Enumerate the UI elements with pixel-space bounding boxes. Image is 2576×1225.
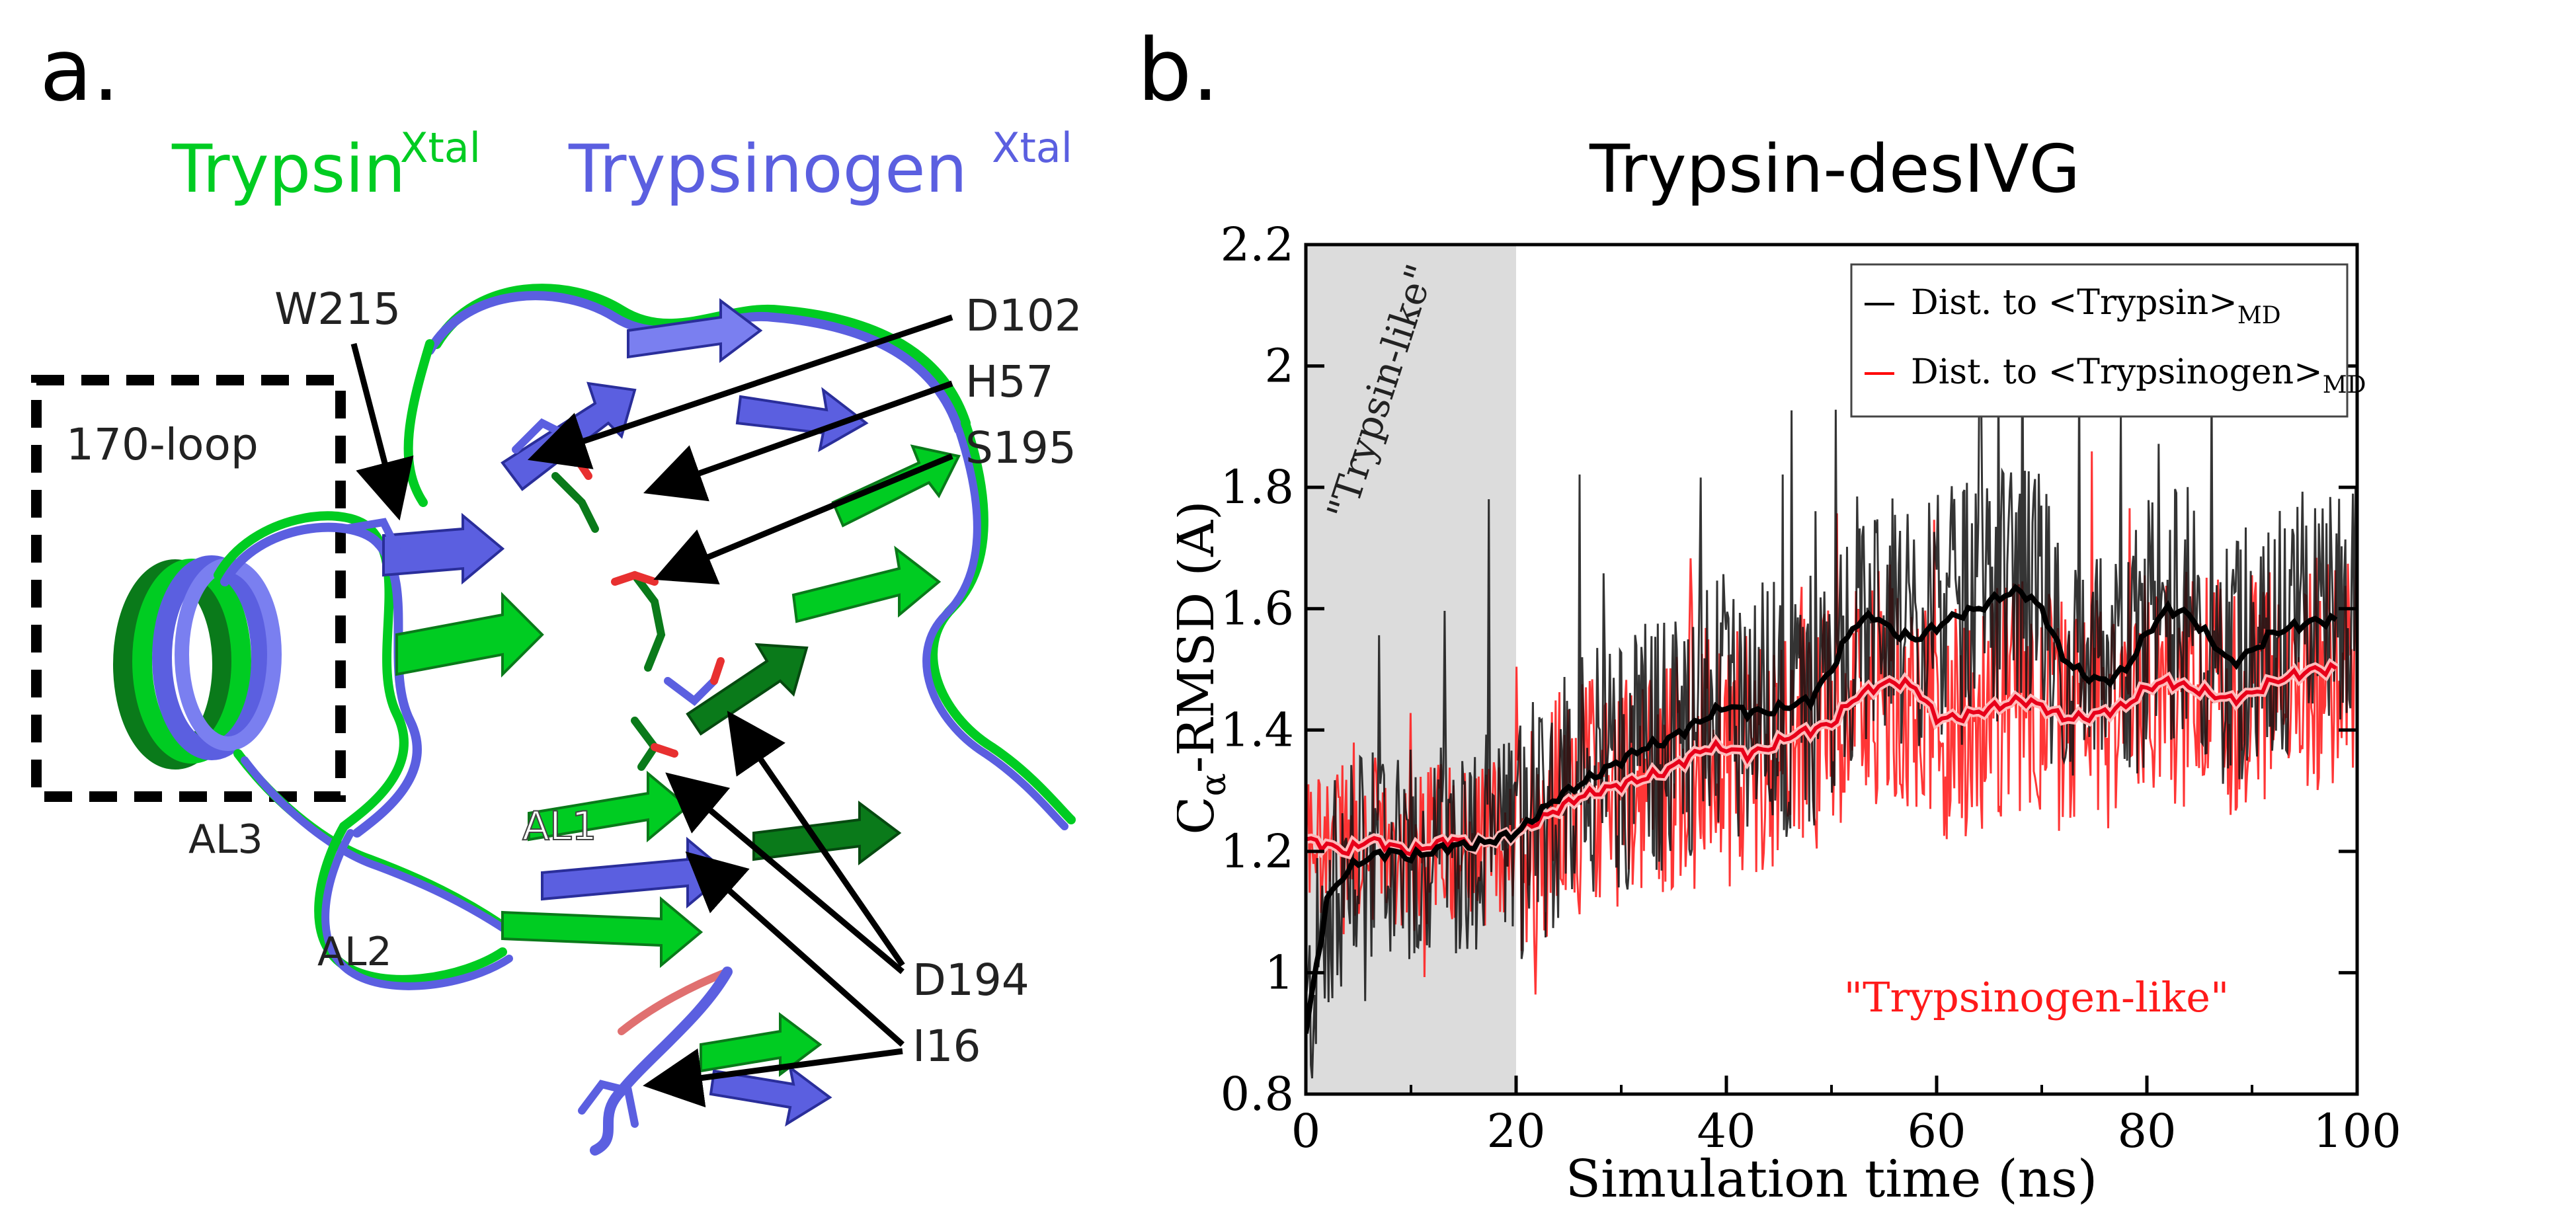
title-trypsin: Trypsin: [171, 130, 405, 208]
residue-i16: I16: [912, 1021, 981, 1072]
ylabel-main: C: [1177, 797, 1225, 835]
beta-strands: [382, 298, 961, 1127]
residue-w215: W215: [274, 284, 401, 335]
protein-ribbon: [113, 284, 1076, 1156]
avg-trypsin-line: [1306, 583, 2338, 1034]
legend-item-trypsin: Dist. to <Trypsin>MD: [1911, 283, 2281, 329]
y-tick-label: 2.2: [1221, 217, 1294, 272]
svg-text:Cα-RMSD (Å): Cα-RMSD (Å): [1177, 500, 1234, 834]
ylabel-sub: α: [1194, 773, 1234, 796]
title-trypsin-sup: Xtal: [400, 124, 481, 172]
x-tick-label: 60: [1907, 1104, 1966, 1158]
title-trypsinogen: Trypsinogen: [568, 130, 967, 208]
y-tick-label: 1.6: [1221, 582, 1294, 636]
x-tick-label: 0: [1291, 1104, 1321, 1158]
loop-al1: AL1: [522, 803, 597, 850]
y-tick-label: 1.2: [1221, 824, 1294, 879]
170-loop-label: 170-loop: [66, 419, 259, 470]
loop-al3: AL3: [188, 816, 263, 863]
loop-al2: AL2: [317, 929, 392, 975]
panel-b-letter: b.: [1137, 20, 1219, 120]
y-tick-label: 0.8: [1221, 1067, 1294, 1121]
title-trypsinogen-sup: Xtal: [992, 124, 1072, 172]
x-axis-label: Simulation time (ns): [1566, 1150, 2098, 1209]
x-tick-label: 100: [2313, 1104, 2401, 1158]
residue-d102: D102: [965, 290, 1082, 341]
rmsd-chart: Trypsin-desIVG "Trypsin-like" 0 20 40 60 80 1…: [1177, 130, 2401, 1209]
helix: [113, 555, 282, 770]
panel-a-letter: a.: [40, 20, 120, 120]
residue-s195: S195: [965, 422, 1076, 473]
y-tick-label: 1.8: [1221, 460, 1294, 514]
residue-d194: D194: [912, 955, 1029, 1006]
ylabel-rest: -RMSD (Å): [1177, 500, 1225, 773]
y-tick-label: 1.4: [1221, 703, 1294, 757]
residue-h57: H57: [965, 356, 1054, 407]
legend: Dist. to <Trypsin>MD Dist. to <Trypsinog…: [1850, 263, 2366, 418]
panel-a-structure: Trypsin Xtal Trypsinogen Xtal 170-loop: [31, 124, 1082, 1156]
y-axis-label: Cα-RMSD (Å): [1177, 500, 1234, 834]
plot-data: [1306, 310, 2357, 1079]
x-tick-label: 40: [1697, 1104, 1755, 1158]
chart-title: Trypsin-desIVG: [1589, 130, 2080, 208]
trypsinogen-like-label: "Trypsinogen-like": [1844, 973, 2230, 1021]
annotation-arrows: [350, 314, 953, 1108]
x-tick-label: 20: [1486, 1104, 1545, 1158]
legend-box: [1850, 263, 2349, 418]
axis-ticks: 0 20 40 60 80 100 0.8 1 1.2 1.4 1.6 1.8 2 2.2: [1221, 217, 2401, 1158]
legend-item-trypsinogen: Dist. to <Trypsinogen>MD: [1911, 352, 2366, 399]
y-tick-label: 1: [1264, 945, 1294, 1000]
170-loop-box: [31, 375, 346, 802]
y-tick-label: 2: [1264, 339, 1294, 393]
x-tick-label: 80: [2117, 1104, 2176, 1158]
